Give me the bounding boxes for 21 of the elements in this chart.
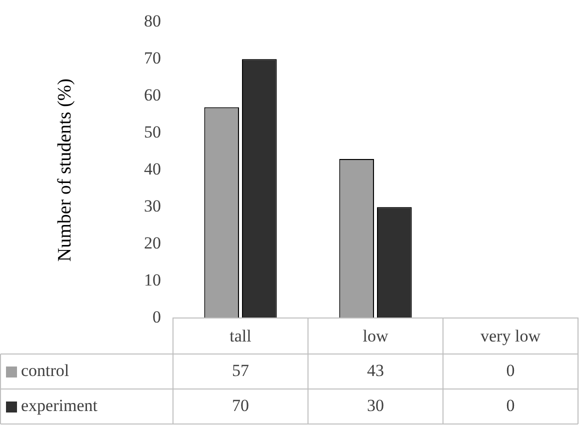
data-label: 0: [506, 360, 515, 380]
legend-label: experiment: [21, 396, 98, 415]
y-tick-label: 0: [152, 307, 161, 326]
x-tick-label: low: [362, 326, 389, 346]
data-label: 30: [367, 396, 384, 415]
x-tick-label: tall: [230, 326, 252, 346]
x-tick-label: very low: [480, 326, 542, 346]
data-label: 57: [232, 360, 250, 380]
y-tick-label: 50: [144, 122, 161, 142]
y-tick-label: 80: [144, 12, 161, 31]
y-tick-label: 70: [144, 48, 161, 68]
y-axis-title: Number of students (%): [54, 78, 76, 262]
data-label: 43: [367, 360, 384, 380]
y-tick-label: 30: [144, 196, 161, 216]
y-tick-label: 40: [144, 160, 161, 179]
data-label: 70: [232, 396, 249, 415]
y-tick-label: 60: [144, 86, 161, 105]
y-tick-label: 10: [144, 270, 161, 290]
legend-label: control: [21, 360, 70, 380]
data-label: 0: [506, 396, 515, 415]
y-tick-label: 20: [144, 234, 161, 253]
